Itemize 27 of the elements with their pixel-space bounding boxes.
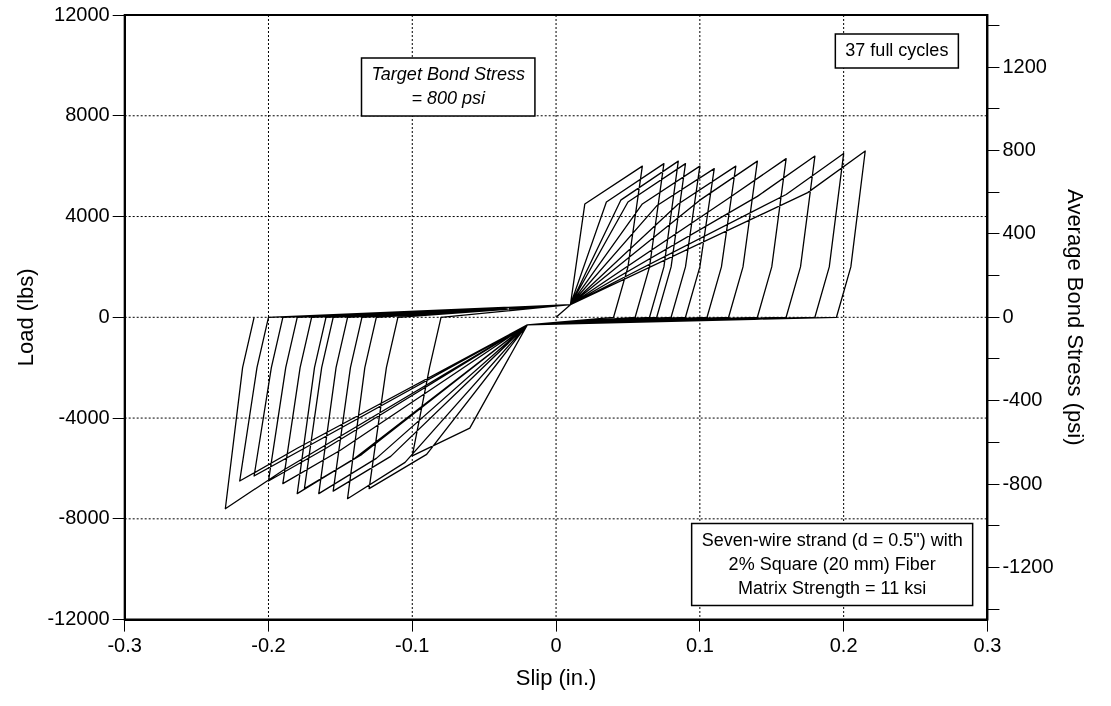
x-axis-title: Slip (in.) xyxy=(515,664,597,690)
x-tick-label: -0.3 xyxy=(107,634,142,657)
y2-tick-label: -1200 xyxy=(1002,554,1054,577)
y2-tick-label: -400 xyxy=(1002,388,1043,411)
y-axis-title: Load (lbs) xyxy=(13,268,39,367)
y2-axis-title: Average Bond Stress (psi) xyxy=(1062,189,1088,446)
y-tick-label: 12000 xyxy=(54,2,110,25)
annotation: 37 full cycles xyxy=(845,39,949,60)
y2-tick-label: 0 xyxy=(1002,304,1014,327)
y2-tick-label: -800 xyxy=(1002,471,1043,494)
y2-tick-label: 400 xyxy=(1002,221,1036,244)
x-tick-label: 0.1 xyxy=(685,634,714,657)
y-tick-label: -8000 xyxy=(58,506,110,529)
x-tick-label: -0.1 xyxy=(395,634,430,657)
x-tick-label: 0 xyxy=(550,634,562,657)
annotation: Target Bond Stress = 800 psi xyxy=(371,64,525,108)
x-tick-label: 0.3 xyxy=(973,634,1002,657)
y-tick-label: -12000 xyxy=(47,607,110,630)
y-tick-label: 8000 xyxy=(65,103,110,126)
y-tick-label: 4000 xyxy=(65,204,110,227)
x-tick-label: -0.2 xyxy=(251,634,286,657)
x-tick-label: 0.2 xyxy=(829,634,858,657)
y2-tick-label: 800 xyxy=(1002,138,1036,161)
y-tick-label: 0 xyxy=(98,304,110,327)
annotation: Seven-wire strand (d = 0.5") with 2% Square (20 mm) Fiber Matrix Strength = 11 ksi xyxy=(701,529,963,598)
y-tick-label: -4000 xyxy=(58,405,110,428)
y2-tick-label: 1200 xyxy=(1002,54,1047,77)
